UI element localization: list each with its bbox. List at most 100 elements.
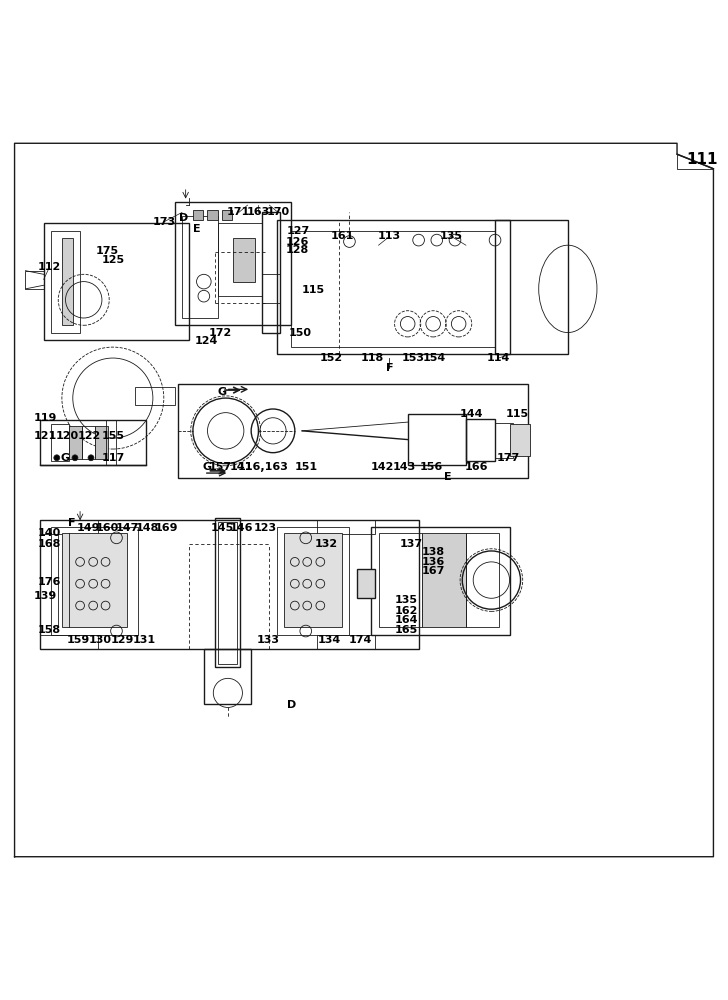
Bar xyxy=(135,387,175,405)
Text: 117: 117 xyxy=(101,453,124,463)
Text: 135: 135 xyxy=(440,231,463,241)
Text: 125: 125 xyxy=(101,255,124,265)
Bar xyxy=(277,527,349,635)
Bar xyxy=(371,527,510,635)
Text: 145: 145 xyxy=(210,523,234,533)
Text: 123: 123 xyxy=(254,523,277,533)
Text: 171: 171 xyxy=(227,207,250,217)
Text: 155: 155 xyxy=(101,431,124,441)
Bar xyxy=(40,520,419,649)
Text: 136: 136 xyxy=(422,557,445,567)
Bar xyxy=(218,223,262,296)
Bar xyxy=(193,210,203,220)
Text: 120: 120 xyxy=(55,431,79,441)
Text: 131: 131 xyxy=(132,635,156,645)
Text: 148: 148 xyxy=(135,523,159,533)
Bar xyxy=(379,533,422,627)
Text: 113: 113 xyxy=(378,231,401,241)
Text: E: E xyxy=(444,472,451,482)
Bar xyxy=(291,231,495,347)
Text: 175: 175 xyxy=(96,246,119,256)
Text: 139: 139 xyxy=(33,591,57,601)
Text: 121: 121 xyxy=(33,431,57,441)
Bar xyxy=(317,635,375,649)
Text: 128: 128 xyxy=(285,245,309,255)
Bar xyxy=(51,527,138,635)
Text: F: F xyxy=(386,363,393,373)
Text: 150: 150 xyxy=(289,328,312,338)
Bar xyxy=(62,533,127,627)
Text: 141: 141 xyxy=(230,462,253,472)
Bar xyxy=(284,533,342,627)
Bar xyxy=(82,426,95,459)
Text: 127: 127 xyxy=(287,226,310,236)
Bar xyxy=(317,520,375,534)
Text: G: G xyxy=(203,462,212,472)
Text: 172: 172 xyxy=(208,328,232,338)
Text: 115: 115 xyxy=(301,285,325,295)
Text: 126: 126 xyxy=(285,237,309,247)
Bar xyxy=(25,271,44,289)
Text: 133: 133 xyxy=(256,635,280,645)
Text: 168: 168 xyxy=(38,539,61,549)
Bar xyxy=(40,420,146,465)
Text: 144: 144 xyxy=(460,409,483,419)
Text: 159: 159 xyxy=(67,635,90,645)
Text: 112: 112 xyxy=(38,262,61,272)
Bar xyxy=(466,419,495,461)
Text: G: G xyxy=(218,387,226,397)
Text: 153: 153 xyxy=(402,353,425,363)
Bar xyxy=(408,414,466,465)
Text: 129: 129 xyxy=(111,635,134,645)
Bar xyxy=(495,423,513,458)
Text: E: E xyxy=(193,224,200,234)
Text: 140: 140 xyxy=(38,528,61,538)
Text: 166: 166 xyxy=(465,462,488,472)
Text: 135: 135 xyxy=(395,595,418,605)
Text: 130: 130 xyxy=(89,635,112,645)
Bar xyxy=(218,522,237,664)
Text: 169: 169 xyxy=(154,523,178,533)
Bar xyxy=(51,424,69,461)
Text: 173: 173 xyxy=(152,217,175,227)
Bar xyxy=(95,426,108,459)
Bar xyxy=(40,520,98,534)
Text: 147: 147 xyxy=(116,523,139,533)
Circle shape xyxy=(72,455,78,461)
Bar xyxy=(178,384,528,478)
Circle shape xyxy=(54,455,60,461)
Bar xyxy=(40,635,98,649)
Text: 116,163: 116,163 xyxy=(238,462,289,472)
Text: 137: 137 xyxy=(400,539,423,549)
Bar xyxy=(215,518,240,667)
Text: 122: 122 xyxy=(77,431,100,441)
Text: 151: 151 xyxy=(294,462,317,472)
Text: 161: 161 xyxy=(331,231,354,241)
Text: D: D xyxy=(287,700,296,710)
Text: 156: 156 xyxy=(419,462,443,472)
Bar xyxy=(207,210,218,220)
Text: 163: 163 xyxy=(247,207,270,217)
Text: 157: 157 xyxy=(208,462,232,472)
Text: 118: 118 xyxy=(360,353,384,363)
Text: 138: 138 xyxy=(422,547,445,557)
Bar xyxy=(233,238,255,282)
Bar xyxy=(510,424,530,456)
Text: 111: 111 xyxy=(687,152,719,167)
Text: 164: 164 xyxy=(395,615,418,625)
Text: 170: 170 xyxy=(266,207,290,217)
Text: D: D xyxy=(179,213,188,223)
Text: F: F xyxy=(68,518,75,528)
Bar xyxy=(222,210,232,220)
Text: 165: 165 xyxy=(395,625,418,635)
Text: 142: 142 xyxy=(371,462,394,472)
Text: 160: 160 xyxy=(96,523,119,533)
Bar xyxy=(69,426,82,459)
Bar xyxy=(44,223,189,340)
Bar xyxy=(277,220,510,354)
Text: 167: 167 xyxy=(422,566,445,576)
Text: 174: 174 xyxy=(349,635,372,645)
Text: 132: 132 xyxy=(314,539,338,549)
Bar xyxy=(262,212,280,333)
Text: 124: 124 xyxy=(195,336,218,346)
